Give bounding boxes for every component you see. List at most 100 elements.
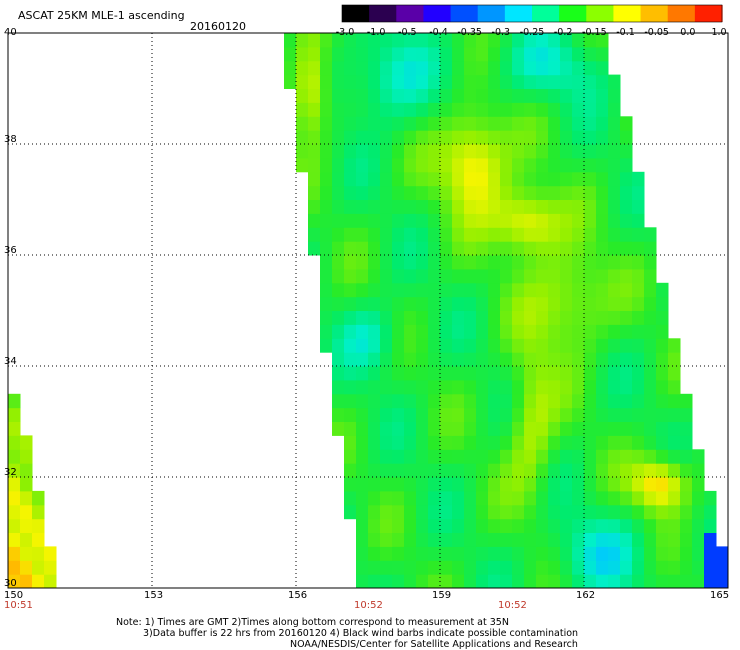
swath-cell bbox=[428, 435, 441, 450]
swath-cell bbox=[320, 46, 333, 62]
swath-cell bbox=[584, 88, 597, 103]
swath-cell bbox=[296, 144, 309, 159]
swath-cell bbox=[320, 199, 333, 214]
swath-cell bbox=[464, 379, 477, 395]
swath-cell bbox=[632, 213, 645, 228]
swath-cell bbox=[392, 199, 405, 214]
swath-cell bbox=[404, 199, 417, 214]
swath-cell bbox=[656, 282, 669, 298]
swath-cell bbox=[656, 310, 669, 325]
colorbar-segment bbox=[586, 5, 615, 22]
swath-cell bbox=[584, 144, 597, 159]
swath-cell bbox=[356, 102, 369, 117]
swath-cell bbox=[512, 546, 525, 561]
swath-cell bbox=[620, 241, 633, 256]
swath-cell bbox=[392, 268, 405, 284]
swath-cell bbox=[440, 477, 453, 492]
swath-cell bbox=[644, 518, 657, 533]
swath-cell bbox=[524, 296, 537, 311]
swath-cell bbox=[668, 546, 681, 561]
swath-cell bbox=[680, 393, 693, 409]
swath-cell bbox=[464, 33, 477, 48]
swath-cell bbox=[524, 213, 537, 228]
swath-cell bbox=[464, 532, 477, 547]
swath-cell bbox=[368, 74, 381, 89]
swath-cell bbox=[584, 560, 597, 575]
swath-cell bbox=[320, 102, 333, 117]
swath-cell bbox=[584, 74, 597, 89]
swath-cell bbox=[416, 352, 429, 367]
swath-cell bbox=[380, 504, 393, 520]
swath-cell bbox=[584, 518, 597, 533]
swath-cell bbox=[404, 310, 417, 325]
swath-cell bbox=[416, 296, 429, 311]
swath-cell bbox=[644, 379, 657, 395]
swath-cell bbox=[332, 379, 345, 395]
swath-cell bbox=[716, 574, 729, 589]
swath-cell bbox=[440, 268, 453, 284]
swath-cell bbox=[476, 102, 489, 117]
swath-cell bbox=[644, 268, 657, 284]
swath-cell bbox=[392, 33, 405, 48]
swath-cell bbox=[464, 60, 477, 76]
swath-cell bbox=[20, 463, 33, 478]
swath-cell bbox=[596, 241, 609, 256]
swath-cell bbox=[716, 560, 729, 575]
swath-cell bbox=[452, 255, 465, 270]
swath-cell bbox=[368, 310, 381, 325]
swath-cell bbox=[488, 463, 501, 478]
swath-cell bbox=[632, 574, 645, 589]
swath-cell bbox=[524, 74, 537, 89]
swath-cell bbox=[596, 46, 609, 62]
swath-cell bbox=[440, 88, 453, 103]
swath-cell bbox=[608, 518, 621, 533]
colorbar-tick-label: -0.2 bbox=[553, 27, 573, 38]
swath-cell bbox=[560, 102, 573, 117]
swath-cell bbox=[320, 33, 333, 48]
swath-cell bbox=[440, 213, 453, 228]
swath-cell bbox=[548, 324, 561, 339]
swath-cell bbox=[428, 213, 441, 228]
swath-cell bbox=[608, 102, 621, 117]
swath-cell bbox=[500, 46, 513, 62]
swath-cell bbox=[452, 393, 465, 409]
swath-cell bbox=[488, 366, 501, 381]
swath-cell bbox=[572, 435, 585, 450]
swath-cell bbox=[704, 532, 717, 547]
swath-cell bbox=[428, 157, 441, 173]
swath-cell bbox=[428, 324, 441, 339]
swath-cell bbox=[392, 282, 405, 298]
swath-cell bbox=[428, 393, 441, 409]
swath-cell bbox=[464, 504, 477, 520]
swath-cell bbox=[464, 393, 477, 409]
swath-cell bbox=[404, 366, 417, 381]
swath-cell bbox=[488, 518, 501, 533]
swath-cell bbox=[320, 255, 333, 270]
swath-cell bbox=[332, 171, 345, 187]
swath-cell bbox=[356, 116, 369, 131]
swath-cell bbox=[608, 421, 621, 436]
swath-cell bbox=[476, 296, 489, 311]
swath-cell bbox=[368, 46, 381, 62]
swath-cell bbox=[584, 213, 597, 228]
swath-cell bbox=[524, 546, 537, 561]
swath-cell bbox=[536, 102, 549, 117]
swath-cell bbox=[608, 199, 621, 214]
swath-cell bbox=[644, 241, 657, 256]
swath-cell bbox=[644, 282, 657, 298]
swath-cell bbox=[452, 102, 465, 117]
swath-cell bbox=[512, 227, 525, 242]
swath-cell bbox=[380, 157, 393, 173]
plot-frame bbox=[7, 32, 729, 589]
swath-cell bbox=[608, 268, 621, 284]
swath-cell bbox=[368, 282, 381, 298]
swath-cell bbox=[392, 185, 405, 200]
swath-cell bbox=[356, 74, 369, 89]
swath-cell bbox=[584, 130, 597, 145]
swath-cell bbox=[500, 324, 513, 339]
swath-cell bbox=[500, 241, 513, 256]
swath-cell bbox=[656, 435, 669, 450]
swath-cell bbox=[344, 241, 357, 256]
swath-cell bbox=[644, 352, 657, 367]
swath-cell bbox=[464, 116, 477, 131]
